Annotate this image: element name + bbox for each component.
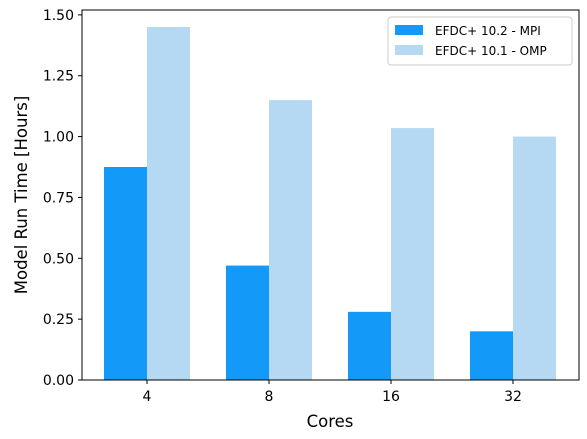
y-axis-label: Model Run Time [Hours]: [12, 96, 31, 295]
legend-label-1: EFDC+ 10.1 - OMP: [435, 44, 547, 58]
y-tick-label: 0.50: [43, 251, 74, 267]
y-tick-label: 1.00: [43, 130, 74, 146]
bars-group: [104, 27, 556, 380]
legend-swatch-0: [395, 25, 423, 35]
bar-series-0-category-2: [348, 311, 391, 380]
y-tick-label: 0.75: [43, 190, 74, 206]
y-tick-label: 1.50: [43, 8, 74, 24]
legend: EFDC+ 10.2 - MPI EFDC+ 10.1 - OMP: [387, 16, 573, 66]
y-tick-label: 1.25: [43, 69, 74, 85]
bar-series-1-category-0: [147, 27, 190, 380]
bar-series-1-category-1: [269, 100, 312, 380]
legend-box: [387, 16, 573, 66]
bar-series-0-category-1: [226, 265, 269, 380]
bar-series-1-category-2: [391, 128, 434, 380]
legend-label-0: EFDC+ 10.2 - MPI: [435, 24, 541, 38]
y-tick-label: 0.25: [43, 312, 74, 328]
bar-series-1-category-3: [513, 136, 556, 380]
bar-series-0-category-3: [470, 331, 513, 380]
x-axis-label: Cores: [307, 412, 354, 431]
bar-series-0-category-0: [104, 167, 147, 380]
x-tick-label: 4: [143, 389, 152, 405]
legend-swatch-1: [395, 45, 423, 55]
x-axis: 4 8 16 32: [143, 380, 522, 405]
plot-frame: [81, 9, 580, 381]
x-tick-label: 16: [382, 389, 400, 405]
x-tick-label: 8: [265, 389, 274, 405]
y-axis: 0.00 0.25 0.50 0.75 1.00 1.25 1.50: [43, 8, 82, 389]
y-tick-label: 0.00: [43, 373, 74, 389]
x-tick-label: 32: [504, 389, 522, 405]
